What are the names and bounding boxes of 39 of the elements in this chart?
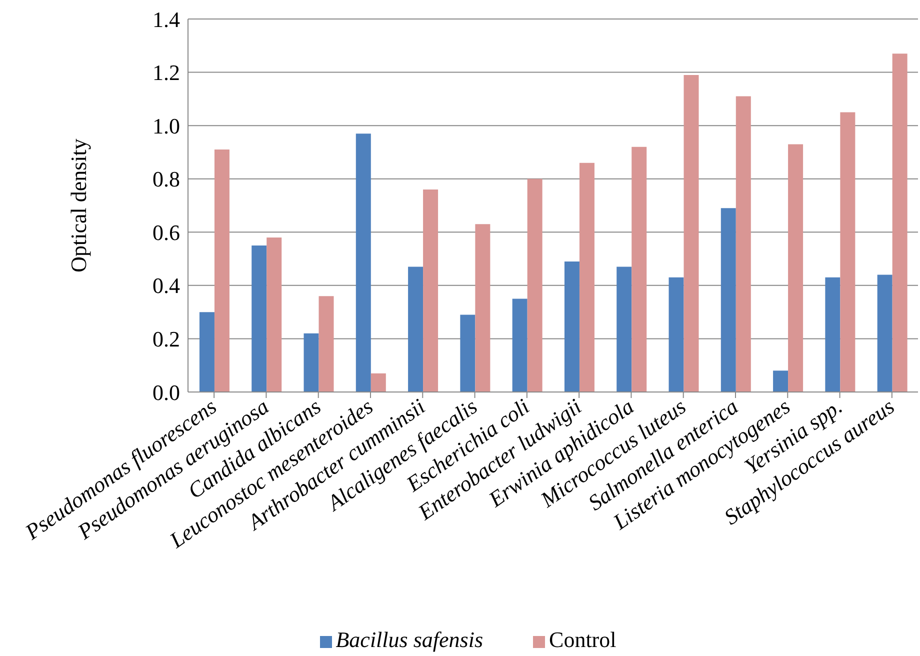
bar [564, 261, 580, 392]
y-tick-label: 1.0 [152, 113, 180, 138]
bar [512, 298, 528, 392]
y-tick-label: 0.6 [152, 220, 180, 245]
bar [877, 274, 892, 392]
bar [892, 54, 908, 392]
bar [252, 245, 267, 392]
bar [579, 162, 594, 392]
bar [840, 112, 856, 392]
bar [825, 277, 840, 392]
bar [370, 373, 386, 392]
legend-label: Control [549, 627, 616, 652]
bar [720, 208, 736, 392]
y-tick-label: 1.4 [152, 6, 180, 32]
bar [632, 146, 647, 392]
bar [475, 224, 490, 392]
bar [356, 134, 371, 392]
bar [616, 266, 632, 392]
bar [214, 150, 230, 392]
bar [773, 370, 788, 392]
bar [199, 312, 214, 392]
y-tick-label: 0.2 [152, 326, 180, 352]
y-axis-title: Optical density [66, 138, 91, 272]
bar [527, 178, 542, 392]
bar [460, 314, 476, 392]
y-tick-label: 0.0 [152, 380, 180, 405]
bar [788, 144, 804, 392]
y-tick-label: 0.4 [152, 273, 180, 298]
bar [318, 296, 334, 392]
bar [266, 237, 282, 392]
bar [684, 74, 699, 392]
bar [304, 333, 319, 392]
bar [423, 190, 438, 392]
bar [736, 96, 751, 392]
bar [408, 266, 424, 392]
y-tick-label: 1.2 [152, 60, 180, 86]
legend-label: Bacillus safensis [336, 627, 484, 652]
y-tick-label: 0.8 [152, 166, 180, 192]
bar [668, 277, 684, 392]
